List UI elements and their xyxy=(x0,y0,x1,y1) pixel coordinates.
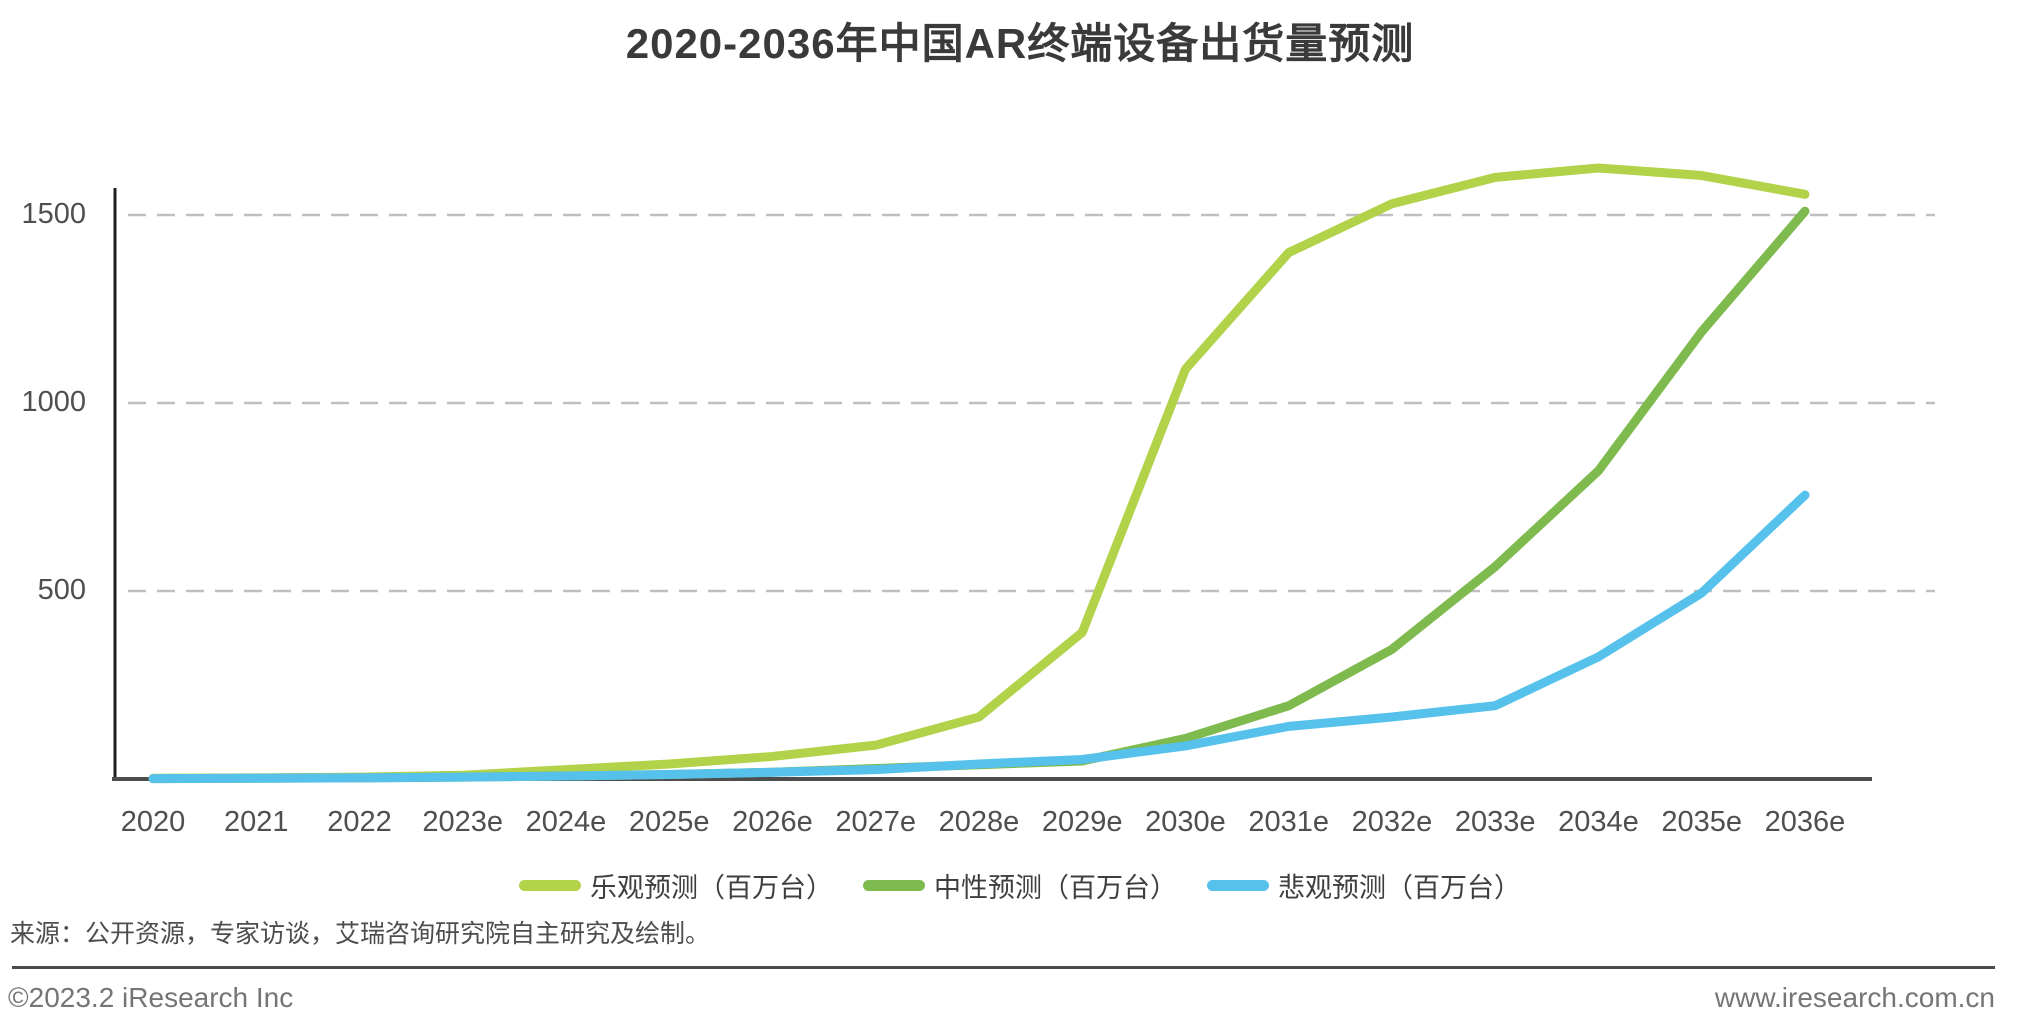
footer-divider xyxy=(12,966,1995,969)
legend-item-2: 悲观预测（百万台） xyxy=(1207,866,1521,905)
chart-title: 2020-2036年中国AR终端设备出货量预测 xyxy=(625,20,1415,67)
copyright-text: ©2023.2 iResearch Inc xyxy=(8,982,294,1013)
x-tick-label: 2030e xyxy=(1145,806,1226,838)
legend-item-0: 乐观预测（百万台） xyxy=(519,866,833,905)
x-tick-label: 2032e xyxy=(1351,806,1433,838)
x-tick-label: 2035e xyxy=(1661,806,1743,838)
x-tick-label: 2025e xyxy=(628,806,710,838)
legend-label: 悲观预测（百万台） xyxy=(1278,873,1521,903)
x-tick-label: 2024e xyxy=(525,806,607,838)
series-line-1 xyxy=(148,206,1810,784)
website-url: www.iresearch.com.cn xyxy=(1714,982,1995,1013)
chart-legend: 乐观预测（百万台） 中性预测（百万台） 悲观预测（百万台） xyxy=(0,866,2040,905)
legend-swatch-icon xyxy=(1207,880,1269,891)
x-tick-label: 2029e xyxy=(1041,806,1123,838)
legend-label: 乐观预测（百万台） xyxy=(590,873,833,903)
x-tick-label: 2031e xyxy=(1248,806,1330,838)
x-tick-label: 2027e xyxy=(835,806,917,838)
x-tick-label: 2022 xyxy=(327,806,392,838)
y-tick-label: 500 xyxy=(37,574,86,606)
legend-item-1: 中性预测（百万台） xyxy=(863,866,1177,905)
y-tick-label: 1000 xyxy=(21,386,86,418)
x-tick-label: 2034e xyxy=(1558,806,1639,838)
x-tick-label: 2021 xyxy=(223,806,289,838)
x-tick-label: 2020 xyxy=(120,806,186,838)
series-line-2 xyxy=(148,490,1810,784)
legend-swatch-icon xyxy=(863,880,925,891)
legend-label: 中性预测（百万台） xyxy=(934,873,1177,903)
y-tick-label: 1500 xyxy=(21,198,86,230)
series-line-0 xyxy=(148,163,1810,783)
source-note: 来源：公开资源，专家访谈，艾瑞咨询研究院自主研究及绘制。 xyxy=(10,920,711,948)
x-tick-label: 2026e xyxy=(732,806,813,838)
x-tick-label: 2036e xyxy=(1764,806,1846,838)
x-tick-label: 2033e xyxy=(1454,806,1536,838)
x-tick-label: 2028e xyxy=(938,806,1020,838)
x-tick-label: 2023e xyxy=(422,806,504,838)
legend-swatch-icon xyxy=(519,880,581,891)
